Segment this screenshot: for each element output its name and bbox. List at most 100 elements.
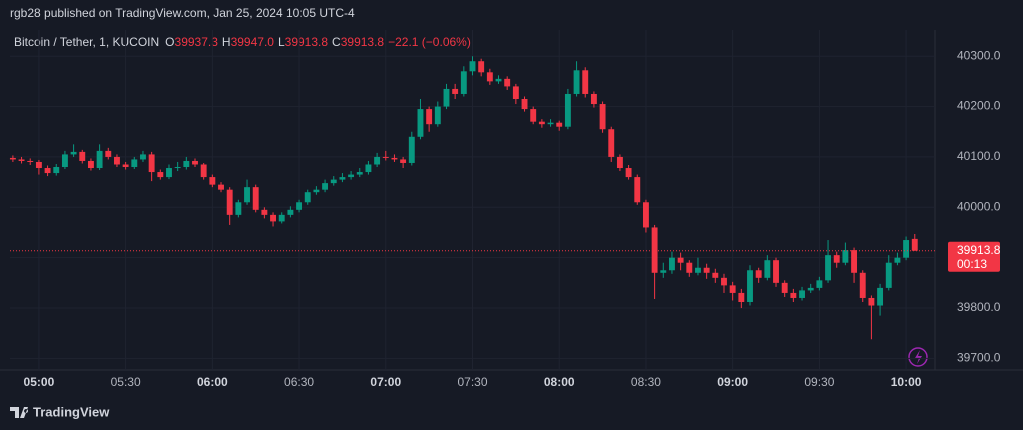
candle-body: [677, 257, 684, 263]
candle-body: [651, 227, 658, 273]
candle-body: [9, 157, 16, 160]
candle-body: [686, 262, 693, 273]
candle-body: [140, 154, 146, 160]
candle-body: [781, 282, 788, 293]
y-tick-label: 39700.0: [957, 351, 1001, 365]
candle-body: [114, 156, 120, 165]
candle-body: [773, 260, 779, 283]
candle-body: [261, 209, 268, 215]
candle-body: [669, 257, 675, 271]
x-tick-label: 07:30: [457, 375, 487, 389]
publisher-line: rgb28 published on TradingView.com, Jan …: [10, 6, 355, 20]
candle-body: [512, 86, 519, 100]
candle-body: [365, 164, 372, 173]
candle-body: [660, 270, 667, 273]
candle-body: [608, 129, 615, 157]
candle-body: [391, 157, 398, 160]
candle-body: [790, 292, 797, 298]
change: −22.1 (−0.06%): [388, 35, 471, 49]
candle-body: [35, 161, 42, 169]
ohlc-key: L: [278, 35, 285, 49]
candle-body: [564, 93, 571, 127]
candle-body: [460, 71, 467, 94]
candle-body: [218, 184, 224, 190]
candle-body: [712, 272, 719, 278]
candle-body: [44, 168, 51, 174]
x-tick-label: 06:00: [197, 375, 228, 389]
candle-body: [478, 61, 485, 73]
candle-body: [122, 164, 129, 168]
candle-body: [738, 292, 745, 302]
candle-body: [625, 168, 632, 178]
candle-body: [356, 172, 363, 175]
candle-body: [538, 121, 545, 125]
candle-body: [174, 167, 181, 169]
candle-body: [799, 290, 805, 298]
candle-body: [304, 192, 311, 203]
candle-body: [885, 262, 892, 288]
x-tick-label: 10:00: [891, 375, 922, 389]
candle-body: [183, 160, 190, 168]
footer-brand: TradingView: [33, 404, 110, 419]
candle-body: [53, 167, 60, 174]
ohlc-value: 39913.8: [341, 35, 385, 49]
ohlc-key: O: [165, 35, 174, 49]
x-tick-label: 08:00: [544, 375, 575, 389]
candle-body: [599, 104, 606, 130]
candle-body: [703, 267, 710, 273]
candle-body: [105, 150, 112, 157]
candle-body: [382, 156, 389, 158]
candle-body: [209, 177, 216, 185]
candle-body: [235, 202, 242, 215]
candle-body: [296, 202, 303, 210]
x-tick-label: 07:00: [370, 375, 401, 389]
x-tick-label: 08:30: [631, 375, 661, 389]
candle-body: [495, 78, 502, 82]
ohlc-value: 39947.0: [231, 35, 275, 49]
x-tick-label: 05:30: [111, 375, 141, 389]
y-tick-label: 40100.0: [957, 149, 1001, 163]
candle-body: [469, 61, 476, 72]
candle-body: [322, 183, 329, 190]
candle-body: [348, 174, 355, 178]
candle-body: [556, 122, 563, 127]
candle-body: [833, 255, 840, 263]
candle-body: [721, 277, 727, 286]
candle-body: [131, 159, 138, 168]
candle-body: [859, 272, 866, 298]
candle-body: [96, 150, 103, 169]
candle-body: [547, 122, 554, 125]
x-tick-label: 06:30: [284, 375, 314, 389]
candle-body: [166, 168, 172, 178]
alert-icon: [908, 347, 928, 367]
y-tick-label: 40200.0: [957, 99, 1001, 113]
candle-body: [18, 159, 25, 161]
candle-body: [443, 88, 450, 107]
candle-body: [903, 240, 910, 258]
ohlc-value: 39937.3: [175, 35, 219, 49]
candle-body: [486, 72, 493, 82]
candle-body: [226, 189, 233, 215]
candle-body: [426, 109, 433, 125]
candle-body: [339, 177, 346, 180]
candle-body: [157, 172, 164, 178]
candle-body: [747, 270, 753, 302]
candle-body: [825, 255, 831, 281]
candle-body: [634, 177, 641, 203]
symbol-legend: Bitcoin / Tether, 1, KUCOIN O39937.3 H3994…: [14, 35, 471, 49]
candle-body: [408, 136, 415, 163]
candle-body: [244, 187, 250, 203]
symbol: Bitcoin / Tether, 1, KUCOIN: [14, 35, 159, 49]
last-price-label: 39913.8: [957, 243, 1001, 257]
candle-body: [70, 151, 77, 155]
candle-body: [192, 160, 198, 165]
candle-body: [530, 109, 537, 122]
candle-body: [616, 156, 623, 169]
footer-logo: [10, 407, 29, 418]
candle-body: [573, 70, 580, 94]
candle-body: [278, 214, 285, 222]
candle-body: [27, 160, 34, 162]
candle-body: [330, 179, 337, 184]
